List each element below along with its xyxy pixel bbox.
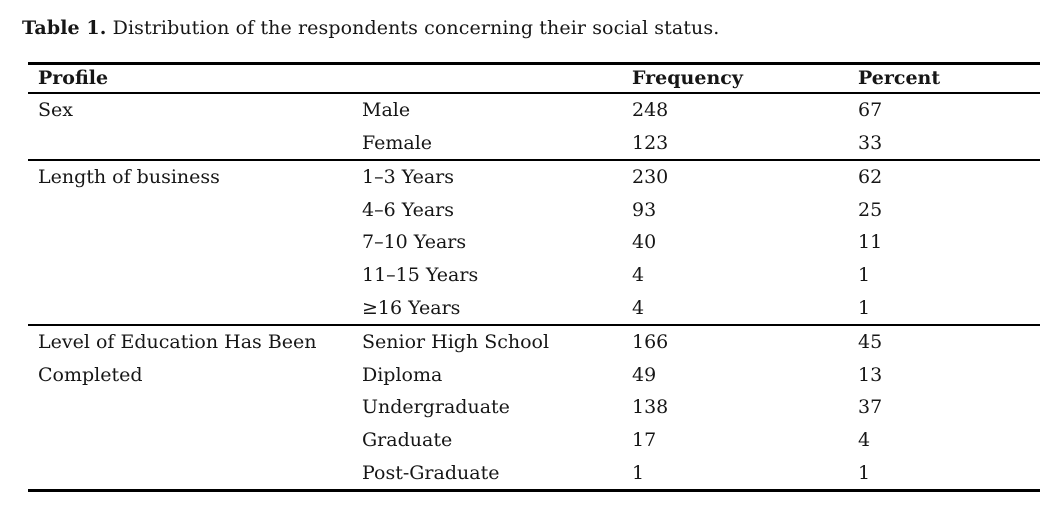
table-caption: Table 1. Distribution of the respondents… (22, 16, 1040, 40)
category-cell: 11–15 Years (362, 263, 479, 286)
category-cell: Post-Graduate (362, 461, 500, 484)
frequency-cell: 166 (632, 331, 669, 354)
table-row: 11–15 Years 4 1 (28, 259, 1040, 292)
category-cell: 7–10 Years (362, 231, 467, 254)
header-percent: Percent (848, 63, 1040, 94)
category-cell: Undergraduate (362, 396, 510, 419)
table-row: Diploma 49 13 (28, 359, 1040, 392)
header-profile: Profile (28, 63, 352, 94)
table-row: Length of business 1–3 Years 230 62 (28, 160, 1040, 194)
category-cell: 1–3 Years (362, 166, 455, 189)
table-row: Female 123 33 (28, 127, 1040, 161)
percent-cell: 37 (858, 396, 883, 419)
frequency-cell: 123 (632, 131, 669, 154)
frequency-cell: 4 (632, 263, 645, 286)
table-row: Post-Graduate 1 1 (28, 457, 1040, 491)
table-row: Undergraduate 138 37 (28, 391, 1040, 424)
percent-cell: 62 (858, 166, 883, 189)
frequency-cell: 230 (632, 166, 669, 189)
percent-cell: 13 (858, 363, 883, 386)
percent-cell: 1 (858, 263, 871, 286)
table-header: Profile Frequency Percent (28, 63, 1040, 94)
category-cell: 4–6 Years (362, 198, 455, 221)
header-frequency: Frequency (622, 63, 848, 94)
category-cell: Graduate (362, 428, 453, 451)
percent-cell: 11 (858, 231, 883, 254)
section-education: Level of Education Has Been Completed Se… (28, 325, 1040, 490)
frequency-cell: 138 (632, 396, 669, 419)
frequency-cell: 248 (632, 99, 669, 121)
table-row: Graduate 17 4 (28, 424, 1040, 457)
percent-cell: 33 (858, 131, 883, 154)
section-length-of-business: Length of business 1–3 Years 230 62 4–6 … (28, 160, 1040, 325)
frequency-cell: 1 (632, 461, 645, 484)
header-row: Profile Frequency Percent (28, 63, 1040, 94)
percent-cell: 4 (858, 428, 871, 451)
percent-cell: 25 (858, 198, 883, 221)
profile-cell: Sex (38, 99, 73, 121)
respondents-table: Profile Frequency Percent Sex Male 248 6… (28, 62, 1040, 493)
category-cell: Senior High School (362, 331, 550, 354)
category-cell: Male (362, 99, 411, 121)
percent-cell: 45 (858, 331, 883, 354)
header-spacer (352, 63, 622, 94)
percent-cell: 67 (858, 99, 883, 121)
profile-cell: Length of business (38, 166, 220, 189)
category-cell: Female (362, 131, 433, 154)
table-caption-text: Distribution of the respondents concerni… (112, 17, 720, 39)
frequency-cell: 17 (632, 428, 657, 451)
table-caption-label: Table 1. (22, 17, 107, 39)
table-row: 7–10 Years 40 11 (28, 226, 1040, 259)
table-row: Level of Education Has Been Completed Se… (28, 325, 1040, 386)
percent-cell: 1 (858, 461, 871, 484)
table-row: ≥16 Years 4 1 (28, 292, 1040, 326)
percent-cell: 1 (858, 296, 871, 319)
section-sex: Sex Male 248 67 Female 123 33 (28, 93, 1040, 160)
frequency-cell: 93 (632, 198, 657, 221)
frequency-cell: 4 (632, 296, 645, 319)
category-cell: Diploma (362, 363, 443, 386)
category-cell: ≥16 Years (362, 296, 461, 319)
table-row: 4–6 Years 93 25 (28, 194, 1040, 227)
frequency-cell: 40 (632, 231, 657, 254)
frequency-cell: 49 (632, 363, 657, 386)
profile-cell: Level of Education Has Been Completed (38, 331, 317, 386)
table-row: Sex Male 248 67 (28, 93, 1040, 127)
